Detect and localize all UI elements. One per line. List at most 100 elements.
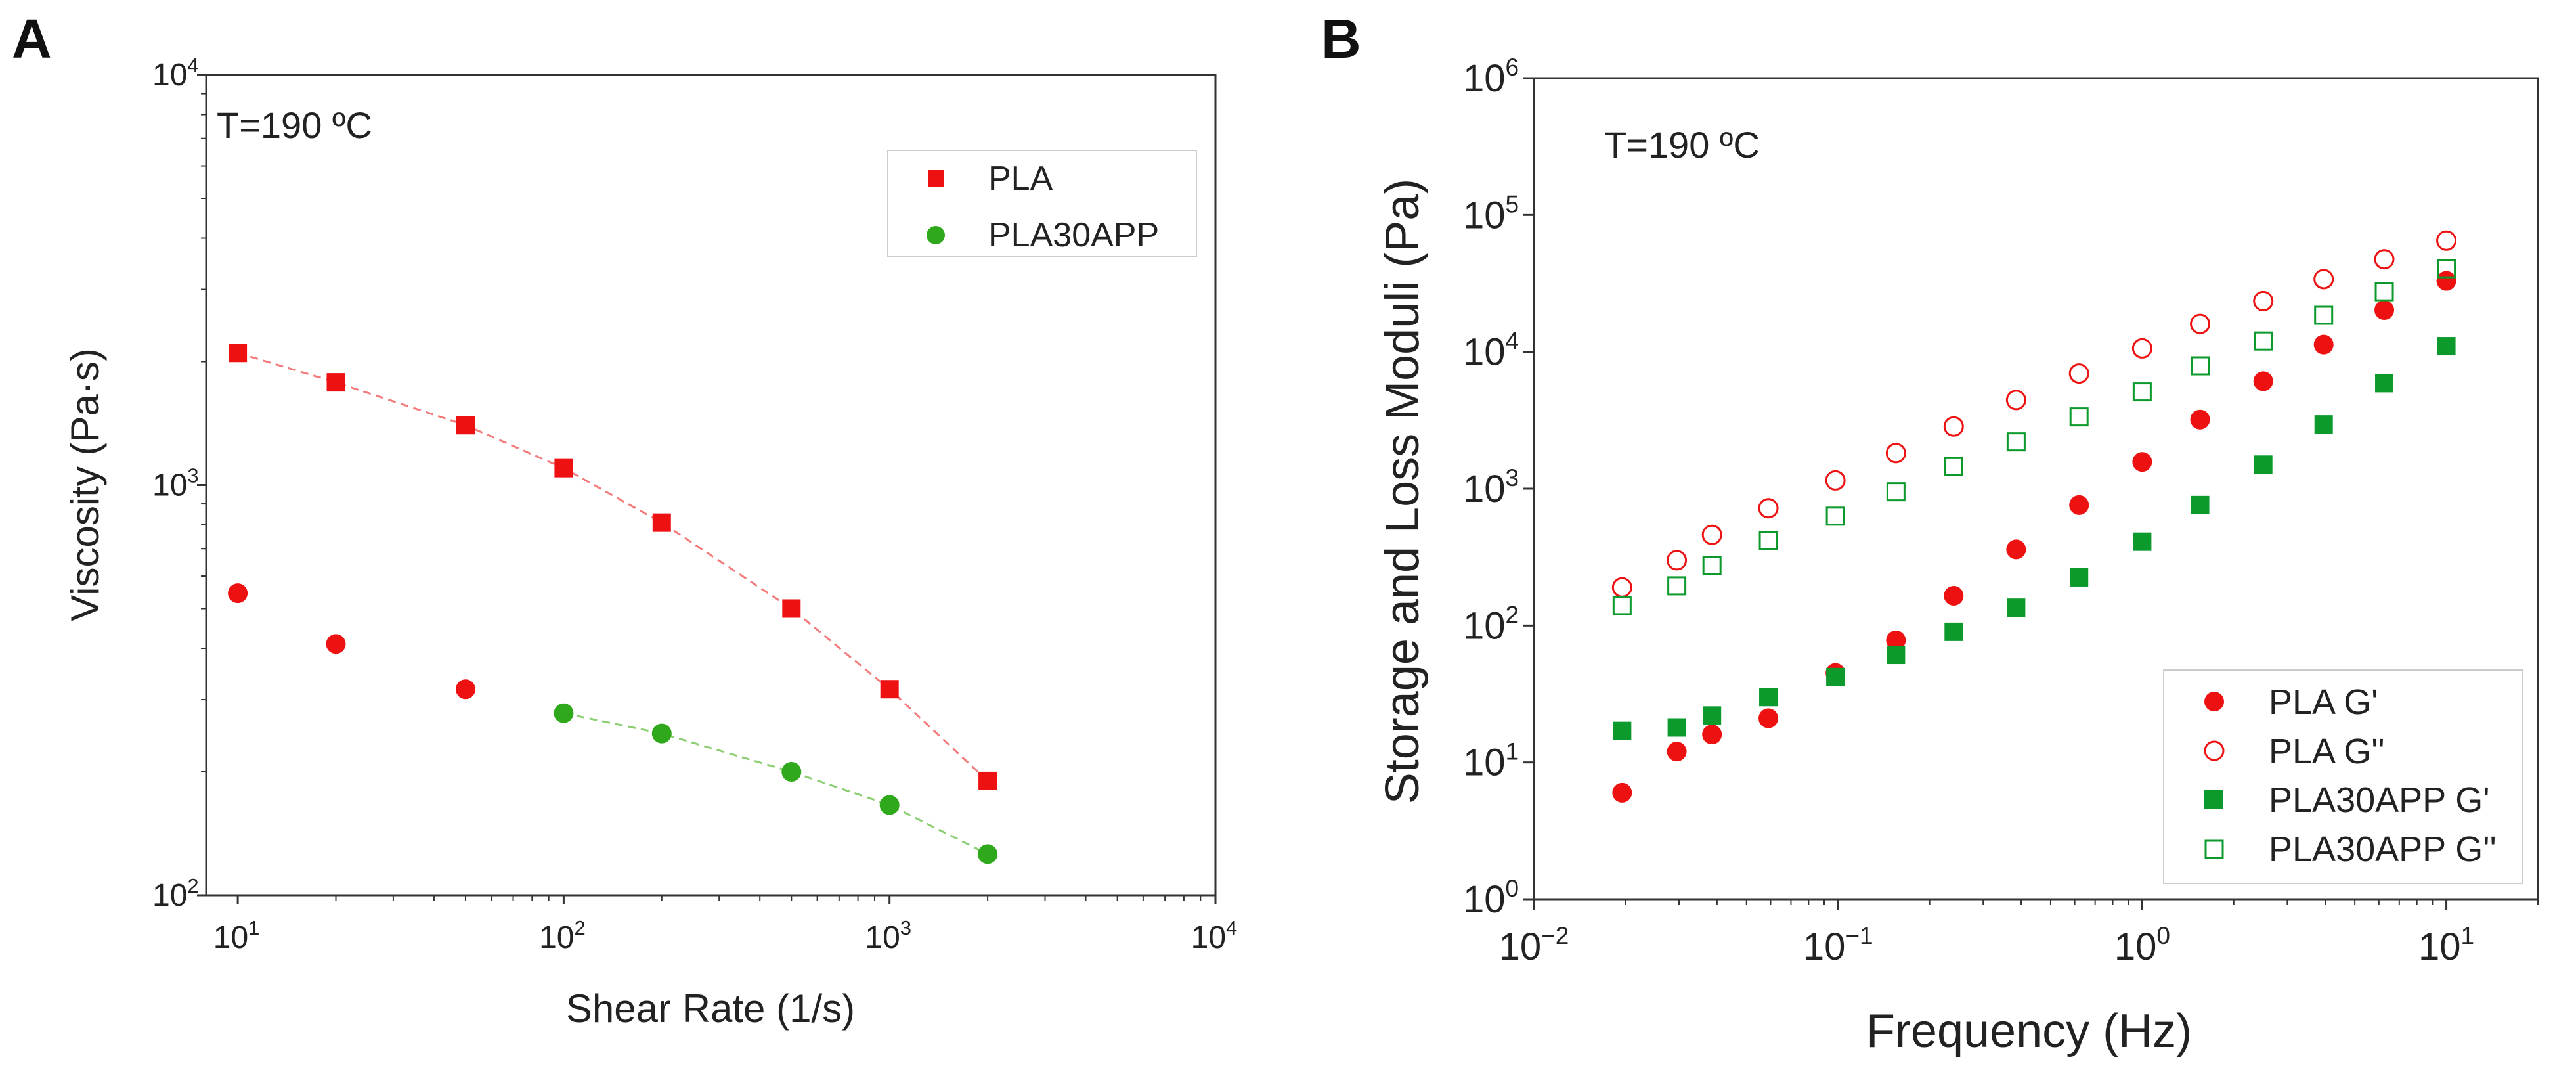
data-point-pla-g-loss — [2436, 230, 2457, 251]
data-point-pla-g-loss — [1943, 416, 1964, 437]
data-point-pla — [326, 373, 345, 392]
panel-b-y-axis-title: Storage and Loss Moduli (Pa) — [1376, 179, 1429, 805]
data-point-pla30app-g-loss — [2254, 331, 2273, 351]
data-point-pla — [978, 771, 997, 790]
data-point-pla-g-loss — [1758, 498, 1779, 519]
data-point-pla30app-g-loss — [2069, 407, 2089, 427]
data-point-pla-g-loss — [1667, 550, 1688, 571]
panel-b-x-axis-title: Frequency (Hz) — [1866, 1005, 2192, 1058]
panel-a-y-axis-title: Viscosity (Pa·s) — [63, 348, 107, 621]
legend-label-pla-g-loss: PLA G'' — [2269, 732, 2385, 771]
data-point-pla-g-loss — [2190, 313, 2211, 334]
data-point-pla-g-storage — [1944, 586, 1964, 606]
data-point-pla30app-g-storage — [1826, 667, 1845, 686]
data-point-pla-g-storage — [1667, 742, 1687, 762]
legend-label-pla-g-storage: PLA G' — [2269, 682, 2378, 722]
data-point-pla — [880, 680, 899, 699]
data-point-pla-g-storage — [2253, 371, 2273, 391]
data-point-pla30app-g-loss — [2006, 432, 2026, 452]
data-point-pla-g-storage — [1886, 630, 1906, 650]
legend-marker-pla30app-g-loss — [2204, 839, 2224, 859]
legend-label-pla30app-g-storage: PLA30APP G' — [2269, 780, 2490, 820]
data-point-pla30app-g-storage — [1759, 688, 1778, 707]
panel-a-markers — [228, 344, 998, 864]
data-point-pla-g-storage — [2069, 495, 2089, 515]
panel-b-y-tick-label: 106 — [1463, 54, 1519, 100]
data-point-pla-g-loss — [1825, 470, 1846, 491]
data-point-pla30app-g-loss — [1702, 556, 1722, 575]
data-point-pla30app-g-storage — [1703, 706, 1722, 725]
data-point-pla-g-storage — [2006, 539, 2026, 560]
data-point-pla30app-g-storage — [2314, 415, 2333, 434]
panel-a-letter: A — [12, 8, 52, 70]
data-point-pla — [229, 344, 248, 363]
legend-marker-pla-g-loss — [2204, 740, 2225, 761]
data-point-pla-g-loss — [2374, 249, 2395, 270]
panel-a-x-tick-label: 104 — [1191, 916, 1238, 955]
panel-a-x-axis-title: Shear Rate (1/s) — [566, 987, 855, 1031]
data-point-pla — [782, 599, 801, 618]
panel-b-x-tick-label: 101 — [2418, 922, 2474, 968]
panel-b-letter: B — [1321, 8, 1361, 70]
panel-b-y-tick-label: 102 — [1463, 601, 1519, 647]
data-point-pla30app-g-storage — [1613, 721, 1632, 740]
data-point-pla30app-g-loss — [1825, 506, 1845, 526]
panel-b-y-tick-label: 105 — [1463, 190, 1519, 236]
panel-a: A 101 102 103 104 102 103 104 T=190 ºC Shear R… — [12, 8, 1237, 1031]
panel-b-legend: PLA G' PLA G'' PLA30APP G' PLA30APP G'' — [2163, 669, 2523, 884]
data-point-pla30app-g-storage — [2007, 598, 2026, 617]
data-point-pla30app-g-loss — [1667, 576, 1687, 596]
data-point-pla30app-g-loss — [1758, 530, 1778, 550]
panel-b-y-tick-label: 103 — [1463, 464, 1519, 510]
panel-a-fit-lines — [237, 351, 989, 855]
data-point-pla-g-storage — [2190, 409, 2210, 430]
data-point-pla30app-g-storage — [1887, 646, 1906, 665]
data-point-pla30app — [554, 703, 574, 723]
panel-b-x-tick-label: 10−1 — [1803, 922, 1873, 968]
data-point-pla30app-g-loss — [2374, 282, 2394, 302]
panel-b-y-tick-label: 100 — [1463, 875, 1519, 921]
data-point-pla30app-g-storage — [2437, 337, 2456, 356]
data-point-pla-g-storage — [2313, 334, 2334, 355]
data-point-pla-g-storage — [1702, 725, 1722, 745]
data-point-pla-g-loss — [1701, 524, 1722, 545]
data-point-pla30app — [879, 795, 900, 815]
legend-label-pla: PLA — [988, 160, 1053, 198]
panel-b: B 10−2 10−1 100 101 100 101 102 103 104 105 106 T=… — [1321, 8, 2539, 1058]
data-point-pla30app-g-storage — [2254, 455, 2273, 474]
panel-a-axes: 101 102 103 104 102 103 104 — [152, 54, 1237, 955]
data-point-pla30app-g-storage — [1944, 622, 1963, 641]
data-point-pla-g-storage — [2132, 452, 2152, 472]
panel-a-fit-line-pla30app — [563, 712, 988, 855]
data-point-pla30app-g-storage — [2133, 532, 2152, 551]
panel-b-y-tick-label: 101 — [1463, 738, 1519, 784]
legend-label-pla30app-g-loss: PLA30APP G'' — [2269, 830, 2497, 869]
data-point-pla30app-g-loss — [2191, 356, 2210, 376]
data-point-pla30app-g-loss — [1944, 457, 1963, 476]
data-point-pla30app-g-loss — [2314, 305, 2334, 325]
data-point-pla-g-storage — [2374, 300, 2395, 321]
data-point-pla-secondary — [326, 634, 346, 654]
panel-b-x-tick-label: 100 — [2114, 922, 2170, 968]
data-point-pla-g-loss — [2005, 390, 2026, 411]
data-point-pla-g-loss — [1885, 443, 1906, 464]
panel-b-temperature-annotation: T=190 ºC — [1604, 124, 1760, 166]
panel-a-x-tick-label: 103 — [865, 916, 911, 955]
data-point-pla30app — [781, 762, 802, 782]
data-point-pla30app-g-loss — [2132, 382, 2152, 402]
data-point-pla30app-g-loss — [2437, 259, 2456, 279]
panel-a-y-tick-label: 103 — [152, 464, 199, 503]
panel-b-y-tick-label: 104 — [1463, 328, 1519, 374]
data-point-pla-g-storage — [1612, 782, 1632, 803]
data-point-pla-secondary — [455, 679, 475, 700]
data-point-pla30app — [651, 723, 672, 744]
data-point-pla30app — [978, 844, 998, 864]
panel-b-markers — [1611, 230, 2457, 803]
data-point-pla30app-g-storage — [2070, 568, 2089, 587]
data-point-pla-g-loss — [1611, 577, 1632, 598]
data-point-pla-g-loss — [2253, 290, 2274, 311]
panel-a-y-tick-label: 104 — [152, 54, 199, 93]
legend-label-pla30app: PLA30APP — [988, 216, 1159, 254]
data-point-pla-g-loss — [2313, 269, 2334, 290]
